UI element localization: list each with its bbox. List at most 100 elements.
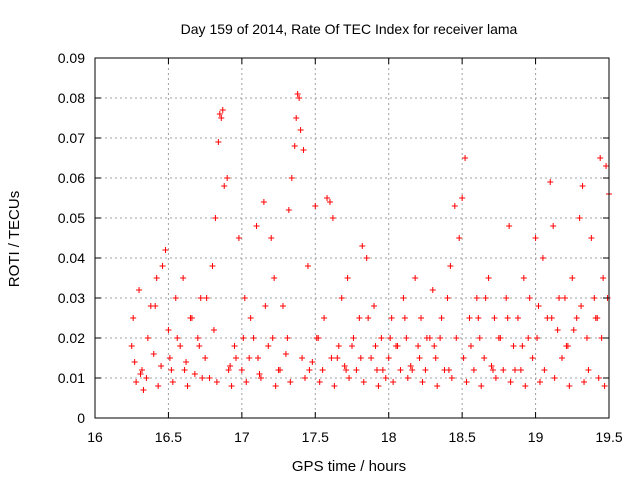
data-point (365, 315, 372, 321)
data-point (341, 363, 348, 369)
data-point (162, 247, 169, 253)
data-point (260, 199, 267, 205)
data-point (328, 355, 335, 361)
data-point (232, 355, 239, 361)
data-point (482, 295, 489, 301)
data-point (551, 375, 558, 381)
y-tick-label: 0.06 (58, 170, 85, 186)
y-tick-label: 0.05 (58, 210, 85, 226)
data-point (150, 351, 157, 357)
data-point (385, 355, 392, 361)
data-point (228, 383, 235, 389)
data-point (478, 383, 485, 389)
data-point (453, 335, 460, 341)
data-point (371, 303, 378, 309)
data-point (423, 335, 430, 341)
data-point (460, 355, 467, 361)
data-point (504, 315, 511, 321)
data-point (432, 355, 439, 361)
data-point (403, 335, 410, 341)
data-point (359, 243, 366, 249)
data-point (293, 115, 300, 121)
data-point (291, 143, 298, 149)
data-point (563, 343, 570, 349)
data-point (197, 295, 204, 301)
data-point (418, 315, 425, 321)
data-point (304, 263, 311, 269)
data-point (447, 263, 454, 269)
data-point (210, 327, 217, 333)
data-point (517, 367, 524, 373)
data-point (510, 343, 517, 349)
data-point (191, 371, 198, 377)
data-point (519, 343, 526, 349)
y-tick-label: 0.02 (58, 330, 85, 346)
data-point (215, 139, 222, 145)
data-point (331, 383, 338, 389)
data-point (387, 335, 394, 341)
data-point (522, 383, 529, 389)
data-point (603, 163, 610, 169)
data-point (174, 335, 181, 341)
data-point (306, 367, 313, 373)
data-point (581, 379, 588, 385)
x-axis-label: GPS time / hours (292, 458, 406, 475)
data-point (535, 303, 542, 309)
data-point (183, 359, 190, 365)
data-point (595, 375, 602, 381)
data-point (357, 355, 364, 361)
data-point (547, 179, 554, 185)
data-point (196, 343, 203, 349)
x-tick-label: 19 (528, 429, 544, 445)
data-point (475, 315, 482, 321)
data-point (534, 335, 541, 341)
data-point (476, 335, 483, 341)
data-point (400, 295, 407, 301)
data-point (285, 207, 292, 213)
data-point (438, 315, 445, 321)
data-point (556, 295, 563, 301)
data-point (131, 359, 138, 365)
data-point (268, 235, 275, 241)
data-point (257, 375, 264, 381)
data-point (579, 183, 586, 189)
data-point (284, 335, 291, 341)
data-point (199, 375, 206, 381)
data-point (140, 387, 147, 393)
data-point (503, 295, 510, 301)
data-point (583, 335, 590, 341)
data-point (231, 343, 238, 349)
data-point (297, 127, 304, 133)
data-point (246, 355, 253, 361)
data-point (238, 367, 245, 373)
data-point (429, 287, 436, 293)
data-point (326, 199, 333, 205)
data-point (350, 335, 357, 341)
grid (95, 58, 609, 418)
data-point (221, 183, 228, 189)
data-point (525, 335, 532, 341)
data-point (548, 315, 555, 321)
data-point (235, 235, 242, 241)
data-point (379, 367, 386, 373)
data-point (321, 315, 328, 321)
data-point (526, 295, 533, 301)
data-point (569, 275, 576, 281)
data-point (473, 295, 480, 301)
data-point (437, 335, 444, 341)
data-point (363, 255, 370, 261)
data-point (203, 295, 210, 301)
data-point (456, 235, 463, 241)
x-tick-label: 19.5 (595, 429, 622, 445)
data-point (206, 375, 213, 381)
data-point (512, 367, 519, 373)
data-point (168, 367, 175, 373)
data-point (287, 379, 294, 385)
data-point (434, 383, 441, 389)
data-point (444, 295, 451, 301)
data-point (592, 315, 599, 321)
data-point (166, 355, 173, 361)
data-point (470, 367, 477, 373)
data-point (324, 195, 331, 201)
data-point (158, 363, 165, 369)
